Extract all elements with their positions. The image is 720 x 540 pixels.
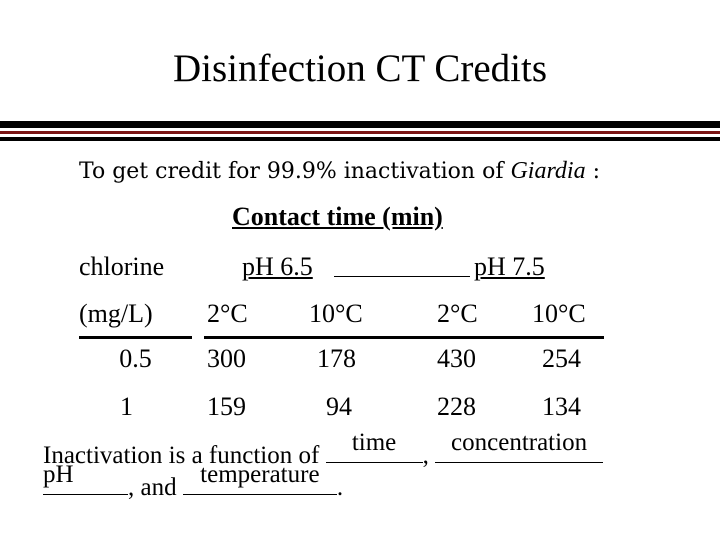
sentence-line-1: Inactivation is a function of time, conc… bbox=[43, 430, 604, 470]
answer-temperature: temperature bbox=[200, 461, 320, 488]
sentence-separator: , and bbox=[128, 474, 183, 501]
table-header: Contact time (min) bbox=[232, 202, 443, 231]
chlorine-value: 0.5 bbox=[119, 344, 152, 373]
table-cell: 94 bbox=[326, 392, 352, 421]
title-rule-top bbox=[0, 121, 720, 128]
table-cell: 300 bbox=[207, 344, 246, 373]
sentence-end: . bbox=[336, 474, 344, 501]
header-underline bbox=[204, 336, 604, 339]
sentence-line-2: pH , and temperature. bbox=[43, 462, 344, 502]
temperature-header: 2°C bbox=[207, 299, 248, 328]
sentence-separator: , bbox=[422, 442, 436, 469]
intro-prefix: To get credit for 99.9% inactivation of bbox=[79, 159, 511, 184]
intro-text: To get credit for 99.9% inactivation of … bbox=[79, 158, 600, 185]
ph-group-label-text: pH 6.5 bbox=[242, 252, 313, 281]
table-cell: 254 bbox=[542, 344, 581, 373]
ph-group-label-text: pH 7.5 bbox=[474, 252, 545, 281]
answer-blank-ph: pH bbox=[43, 462, 128, 495]
intro-suffix: : bbox=[585, 159, 600, 184]
table-cell: 430 bbox=[437, 344, 476, 373]
temperature-header: 10°C bbox=[309, 299, 363, 328]
temperature-header: 2°C bbox=[437, 299, 478, 328]
answer-time: time bbox=[351, 429, 397, 456]
answer-blank-concentration: concentration bbox=[435, 430, 604, 463]
header-underline bbox=[79, 336, 192, 339]
table-cell: 134 bbox=[542, 392, 581, 421]
table-cell: 159 bbox=[207, 392, 246, 421]
organism-name: Giardia bbox=[510, 158, 586, 184]
ph-group-label: pH 6.5 bbox=[242, 252, 470, 282]
ph-group-underline bbox=[334, 276, 470, 277]
answer-concentration: concentration bbox=[451, 429, 588, 456]
chlorine-value: 1 bbox=[120, 392, 133, 421]
title-rule-middle bbox=[0, 131, 720, 134]
temperature-header: 10°C bbox=[532, 299, 586, 328]
answer-blank-temperature: temperature bbox=[182, 462, 337, 495]
title-rule-bottom bbox=[0, 137, 720, 141]
answer-blank-time: time bbox=[325, 430, 423, 463]
table-cell: 228 bbox=[437, 392, 476, 421]
slide-title: Disinfection CT Credits bbox=[172, 47, 548, 90]
row-label-chlorine: chlorine bbox=[79, 252, 165, 281]
ph-group-label: pH 7.5 bbox=[474, 252, 545, 282]
table-cell: 178 bbox=[317, 344, 356, 373]
row-label-units: (mg/L) bbox=[79, 299, 153, 328]
sentence-prefix: Inactivation is a function of bbox=[43, 442, 326, 469]
answer-ph: pH bbox=[43, 461, 74, 488]
